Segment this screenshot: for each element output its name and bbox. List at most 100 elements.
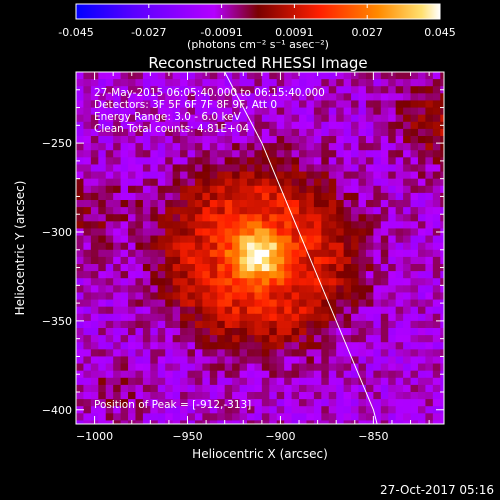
heatmap-pixel bbox=[180, 107, 188, 116]
heatmap-pixel bbox=[232, 335, 240, 343]
heatmap-pixel bbox=[351, 164, 359, 172]
heatmap-pixel bbox=[276, 185, 285, 194]
heatmap-pixel bbox=[358, 235, 367, 244]
heatmap-pixel bbox=[380, 107, 389, 116]
colorbar-tick-label: 0.0091 bbox=[275, 26, 314, 39]
heatmap-pixel bbox=[351, 285, 359, 293]
heatmap-pixel bbox=[388, 93, 397, 101]
heatmap-pixel bbox=[440, 72, 444, 80]
heatmap-pixel bbox=[142, 249, 151, 258]
heatmap-pixel bbox=[150, 192, 159, 201]
heatmap-pixel bbox=[224, 249, 233, 258]
heatmap-pixel bbox=[120, 150, 129, 158]
heatmap-pixel bbox=[209, 86, 218, 94]
heatmap-pixel bbox=[113, 192, 121, 201]
heatmap-pixel bbox=[440, 256, 444, 265]
heatmap-pixel bbox=[343, 79, 352, 87]
heatmap-pixel bbox=[343, 93, 352, 101]
heatmap-pixel bbox=[328, 79, 337, 87]
heatmap-pixel bbox=[90, 221, 99, 229]
heatmap-pixel bbox=[239, 399, 248, 407]
heatmap-pixel bbox=[224, 114, 233, 123]
heatmap-pixel bbox=[388, 306, 397, 315]
heatmap-pixel bbox=[135, 93, 144, 101]
heatmap-pixel bbox=[128, 150, 136, 158]
heatmap-pixel bbox=[440, 171, 444, 180]
heatmap-pixel bbox=[217, 420, 226, 424]
heatmap-pixel bbox=[128, 107, 136, 116]
heatmap-pixel bbox=[432, 278, 441, 286]
heatmap-pixel bbox=[120, 384, 129, 393]
heatmap-pixel bbox=[142, 278, 151, 286]
heatmap-pixel bbox=[165, 128, 174, 137]
heatmap-pixel bbox=[261, 356, 270, 364]
heatmap-pixel bbox=[135, 399, 144, 407]
heatmap-pixel bbox=[306, 171, 315, 180]
heatmap-pixel bbox=[187, 128, 196, 137]
heatmap-pixel bbox=[336, 377, 345, 386]
heatmap-pixel bbox=[276, 114, 285, 123]
heatmap-pixel bbox=[128, 207, 136, 215]
heatmap-pixel bbox=[328, 128, 337, 137]
heatmap-pixel bbox=[180, 328, 188, 336]
heatmap-pixel bbox=[432, 349, 441, 357]
heatmap-pixel bbox=[128, 285, 136, 293]
heatmap-pixel bbox=[165, 306, 174, 315]
heatmap-pixel bbox=[395, 320, 404, 329]
heatmap-pixel bbox=[217, 235, 226, 244]
heatmap-pixel bbox=[83, 72, 92, 80]
heatmap-pixel bbox=[90, 214, 99, 222]
heatmap-pixel bbox=[224, 384, 233, 393]
heatmap-pixel bbox=[232, 313, 240, 322]
heatmap-pixel bbox=[217, 72, 226, 80]
heatmap-pixel bbox=[113, 356, 121, 364]
heatmap-pixel bbox=[261, 171, 270, 180]
heatmap-pixel bbox=[254, 121, 263, 130]
heatmap-pixel bbox=[380, 228, 389, 236]
heatmap-pixel bbox=[403, 178, 411, 187]
heatmap-pixel bbox=[306, 413, 315, 421]
heatmap-pixel bbox=[403, 264, 411, 272]
heatmap-pixel bbox=[83, 420, 92, 424]
heatmap-pixel bbox=[209, 406, 218, 414]
heatmap-pixel bbox=[120, 392, 129, 400]
heatmap-pixel bbox=[276, 171, 285, 180]
heatmap-pixel bbox=[194, 157, 203, 165]
heatmap-pixel bbox=[209, 249, 218, 258]
heatmap-pixel bbox=[403, 114, 411, 123]
heatmap-pixel bbox=[284, 228, 292, 236]
heatmap-pixel bbox=[128, 399, 136, 407]
heatmap-pixel bbox=[261, 93, 270, 101]
heatmap-pixel bbox=[284, 256, 292, 265]
heatmap-pixel bbox=[388, 128, 397, 137]
heatmap-pixel bbox=[269, 342, 278, 350]
heatmap-pixel bbox=[98, 136, 107, 144]
heatmap-pixel bbox=[180, 278, 188, 286]
heatmap-pixel bbox=[202, 306, 211, 315]
heatmap-pixel bbox=[83, 271, 92, 279]
heatmap-pixel bbox=[224, 320, 233, 329]
heatmap-pixel bbox=[194, 285, 203, 293]
heatmap-pixel bbox=[239, 392, 248, 400]
heatmap-pixel bbox=[209, 200, 218, 208]
heatmap-pixel bbox=[128, 392, 136, 400]
heatmap-pixel bbox=[187, 207, 196, 215]
heatmap-pixel bbox=[403, 214, 411, 222]
heatmap-pixel bbox=[142, 392, 151, 400]
heatmap-pixel bbox=[403, 86, 411, 94]
heatmap-pixel bbox=[194, 72, 203, 80]
heatmap-pixel bbox=[209, 143, 218, 151]
heatmap-pixel bbox=[291, 214, 300, 222]
heatmap-pixel bbox=[187, 114, 196, 123]
annotation-energy-range: Energy Range: 3.0 - 6.0 keV bbox=[94, 111, 242, 123]
heatmap-pixel bbox=[239, 192, 248, 201]
heatmap-pixel bbox=[276, 256, 285, 265]
heatmap-pixel bbox=[351, 185, 359, 194]
heatmap-pixel bbox=[180, 242, 188, 251]
heatmap-pixel bbox=[410, 356, 419, 364]
heatmap-pixel bbox=[403, 242, 411, 251]
heatmap-pixel bbox=[365, 192, 374, 201]
heatmap-pixel bbox=[343, 178, 352, 187]
heatmap-pixel bbox=[246, 228, 255, 236]
heatmap-pixel bbox=[194, 256, 203, 265]
